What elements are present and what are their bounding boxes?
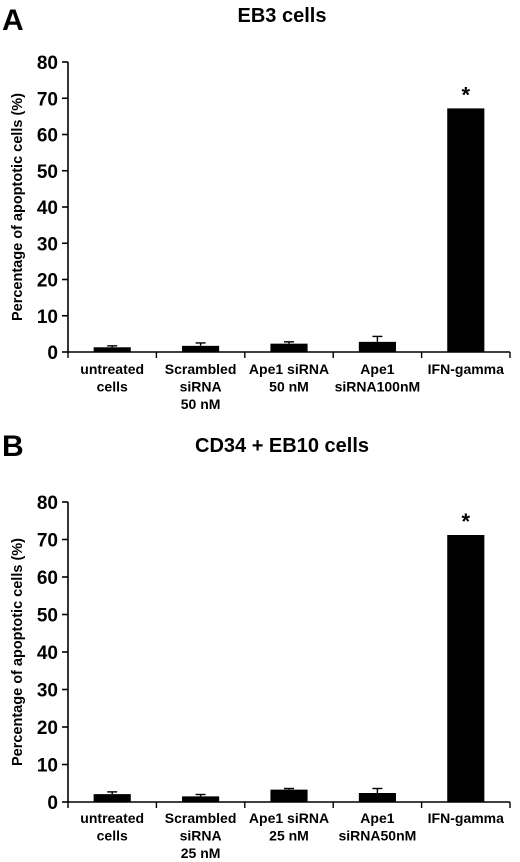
category-label-line: 50 nM (269, 379, 309, 395)
category-label-line: Ape1 siRNA (249, 810, 329, 826)
chart-panel-a: A EB3 cells Percentage of apoptotic cells … (2, 4, 511, 412)
category-label: IFN-gamma (428, 810, 504, 826)
bar (358, 793, 396, 802)
category-label: Scrambled siRNA 50 nM (165, 361, 237, 412)
y-tick-label: 10 (37, 756, 58, 777)
bar (270, 343, 308, 352)
y-tick-label: 20 (37, 271, 58, 292)
y-tick-label: 80 (37, 53, 58, 74)
category-label: Scrambled siRNA 25 nM (165, 810, 237, 861)
category-label-line: cells (97, 828, 128, 844)
chart-title: CD34 + EB10 cells (195, 435, 369, 457)
category-label-line: untreated (80, 361, 144, 377)
y-tick-label: 20 (37, 718, 58, 739)
bar (182, 345, 220, 352)
y-axis-label: Percentage of apoptotic cells (%) (10, 93, 26, 321)
category-label: Ape1 siRNA 25 nM (249, 810, 329, 844)
y-tick-label: 60 (37, 126, 58, 147)
significance-marker: * (462, 82, 471, 107)
panel-letter: B (2, 430, 24, 463)
category-label-line: 25 nM (269, 828, 309, 844)
bar (270, 789, 308, 802)
bar (447, 535, 485, 802)
category-label-line: Ape1 siRNA (249, 361, 329, 377)
category-label-line: siRNA (180, 828, 222, 844)
category-label: Ape1 siRNA50nM (339, 810, 417, 844)
y-axis-label: Percentage of apoptotic cells (%) (10, 538, 26, 766)
significance-marker: * (462, 509, 471, 534)
category-label-line: siRNA50nM (339, 828, 417, 844)
category-label: untreated cells (80, 361, 144, 395)
y-tick-label: 0 (47, 793, 58, 814)
bar (358, 341, 396, 352)
y-tick-label: 60 (37, 568, 58, 589)
category-label: IFN-gamma (428, 361, 504, 377)
category-label-line: siRNA (180, 379, 222, 395)
y-tick-label: 50 (37, 162, 58, 183)
y-tick-label: 70 (37, 89, 58, 110)
category-label-line: siRNA100nM (335, 379, 421, 395)
category-label-line: IFN-gamma (428, 361, 504, 377)
bar (93, 794, 131, 802)
panel-letter: A (2, 4, 24, 37)
category-label: untreated cells (80, 810, 144, 844)
category-label-line: untreated (80, 810, 144, 826)
y-tick-label: 80 (37, 493, 58, 514)
y-tick-label: 0 (47, 343, 58, 364)
y-tick-label: 70 (37, 531, 58, 552)
category-label: Ape1 siRNA100nM (335, 361, 421, 395)
category-label-line: 50 nM (181, 396, 221, 412)
category-label-line: Scrambled (165, 361, 237, 377)
y-tick-label: 10 (37, 307, 58, 328)
category-label-line: cells (97, 379, 128, 395)
category-label-line: Ape1 (360, 810, 394, 826)
category-label: Ape1 siRNA 50 nM (249, 361, 329, 395)
y-tick-label: 40 (37, 198, 58, 219)
y-tick-label: 50 (37, 606, 58, 627)
bar (93, 347, 131, 352)
category-label-line: Ape1 (360, 361, 394, 377)
y-tick-label: 30 (37, 234, 58, 255)
bar (447, 108, 485, 353)
chart-panel-b: B CD34 + EB10 cells Percentage of apoptoti… (2, 430, 511, 861)
y-tick-label: 30 (37, 681, 58, 702)
category-label-line: Scrambled (165, 810, 237, 826)
category-label-line: 25 nM (181, 845, 221, 861)
category-label-line: IFN-gamma (428, 810, 504, 826)
bar (182, 796, 220, 802)
chart-title: EB3 cells (238, 5, 327, 27)
y-tick-label: 40 (37, 643, 58, 664)
